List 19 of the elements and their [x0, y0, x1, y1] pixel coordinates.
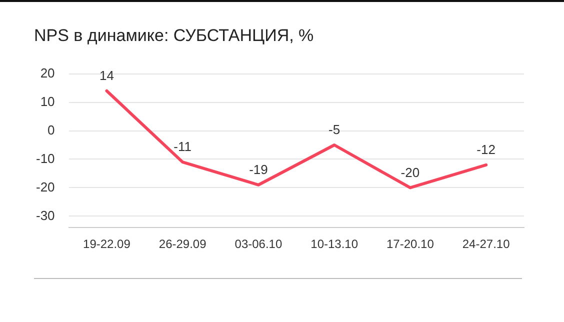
data-label: -19 [249, 162, 268, 177]
data-label: -12 [476, 142, 496, 158]
data-label: 14 [99, 68, 114, 83]
y-tick-label: 0 [48, 122, 55, 138]
y-tick-label: -20 [36, 179, 55, 194]
y-tick-label: 10 [40, 94, 55, 109]
data-label: -20 [400, 164, 420, 180]
x-tick-label: 19-22.09 [83, 237, 131, 252]
y-tick-label: 20 [40, 65, 55, 80]
x-tick-label: 03-06.10 [234, 237, 282, 252]
x-tick-label: 17-20.10 [386, 237, 434, 252]
x-tick-label: 26-29.09 [158, 237, 207, 252]
data-label: -5 [328, 122, 340, 138]
data-label: -11 [174, 139, 192, 154]
x-tick-label: 10-13.10 [310, 237, 358, 252]
y-tick-label: -10 [36, 150, 55, 166]
y-tick-label: -30 [36, 208, 55, 223]
x-tick-label: 24-27.10 [462, 237, 510, 252]
chart-title: NPS в динамике: СУБСТАНЦИЯ, % [34, 26, 314, 46]
